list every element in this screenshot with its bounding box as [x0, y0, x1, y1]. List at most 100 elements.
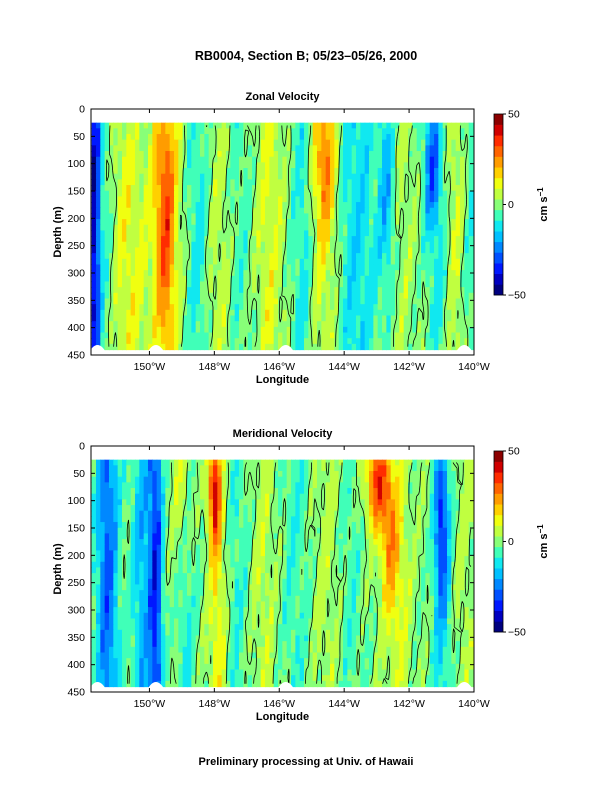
field-cell — [213, 298, 218, 305]
field-cell — [434, 522, 439, 529]
field-cell — [243, 539, 249, 546]
field-cell — [239, 202, 244, 209]
field-cell — [113, 185, 119, 192]
field-cell — [91, 219, 97, 226]
field-cell — [239, 241, 244, 249]
field-cell — [160, 292, 166, 300]
field-cell — [95, 213, 101, 220]
field-cell — [382, 224, 387, 232]
field-cell — [425, 253, 431, 260]
field-cell — [429, 510, 435, 517]
field-cell — [221, 343, 227, 351]
field-cell — [108, 321, 114, 328]
field-cell — [334, 522, 340, 529]
field-cell — [434, 122, 439, 129]
field-cell — [134, 482, 140, 489]
field-cell — [182, 190, 188, 197]
field-cell — [286, 338, 292, 345]
field-cell — [447, 162, 452, 169]
field-cell — [130, 145, 136, 152]
field-cell — [451, 326, 457, 334]
field-cell — [321, 298, 327, 305]
field-cell — [295, 510, 301, 517]
field-cell — [213, 505, 218, 512]
field-cell — [338, 179, 344, 186]
field-cell — [265, 179, 270, 186]
field-cell — [408, 270, 413, 277]
field-cell — [308, 281, 314, 288]
field-cell — [113, 270, 119, 277]
field-cell — [421, 258, 426, 266]
field-cell — [304, 321, 309, 328]
field-cell — [429, 179, 435, 186]
field-cell — [213, 326, 218, 334]
field-cell — [199, 156, 205, 163]
field-cell — [304, 499, 309, 506]
field-cell — [226, 122, 231, 129]
field-cell — [186, 459, 192, 466]
field-cell — [256, 196, 262, 203]
field-cell — [226, 241, 231, 249]
field-cell — [91, 230, 97, 237]
field-cell — [234, 236, 240, 243]
field-cell — [169, 298, 175, 305]
field-cell — [243, 236, 249, 243]
field-cell — [360, 522, 366, 529]
field-cell — [403, 343, 409, 351]
field-cell — [243, 516, 249, 523]
field-cell — [390, 224, 396, 232]
field-cell — [239, 156, 244, 163]
field-cell — [217, 527, 223, 534]
field-cell — [260, 326, 266, 334]
field-cell — [208, 343, 214, 351]
field-cell — [330, 134, 335, 141]
field-cell — [126, 156, 132, 163]
field-cell — [208, 219, 214, 226]
field-cell — [373, 258, 379, 266]
field-cell — [299, 134, 305, 141]
field-cell — [308, 173, 314, 180]
field-cell — [321, 476, 327, 483]
field-cell — [204, 522, 210, 529]
field-cell — [304, 488, 309, 495]
field-cell — [317, 338, 322, 345]
field-cell — [230, 253, 236, 260]
field-cell — [195, 207, 201, 215]
field-cell — [321, 122, 327, 129]
field-cell — [325, 179, 331, 186]
field-cell — [169, 207, 175, 215]
field-cell — [416, 304, 422, 311]
field-cell — [438, 326, 444, 334]
field-cell — [321, 202, 327, 209]
field-cell — [416, 151, 422, 158]
field-cell — [278, 315, 283, 322]
field-cell — [321, 292, 327, 300]
colorbar-swatch — [494, 231, 503, 243]
field-cell — [269, 488, 275, 495]
field-cell — [338, 522, 344, 529]
field-cell — [321, 264, 327, 271]
x-tick-label: 144°W — [328, 361, 360, 373]
field-cell — [273, 332, 279, 339]
field-cell — [360, 459, 366, 466]
field-cell — [338, 139, 344, 146]
field-cell — [160, 122, 166, 129]
field-cell — [204, 190, 210, 197]
field-cell — [425, 505, 431, 512]
field-cell — [234, 122, 240, 129]
field-cell — [360, 213, 366, 220]
field-cell — [226, 499, 231, 506]
field-cell — [356, 482, 361, 489]
field-cell — [299, 298, 305, 305]
field-cell — [286, 241, 292, 249]
field-cell — [291, 287, 296, 294]
field-cell — [429, 202, 435, 209]
field-cell — [312, 213, 318, 220]
field-cell — [408, 139, 413, 146]
field-cell — [351, 343, 357, 351]
field-cell — [117, 145, 123, 152]
field-cell — [299, 304, 305, 311]
field-cell — [412, 343, 418, 351]
field-cell — [213, 224, 218, 232]
field-cell — [178, 321, 184, 328]
